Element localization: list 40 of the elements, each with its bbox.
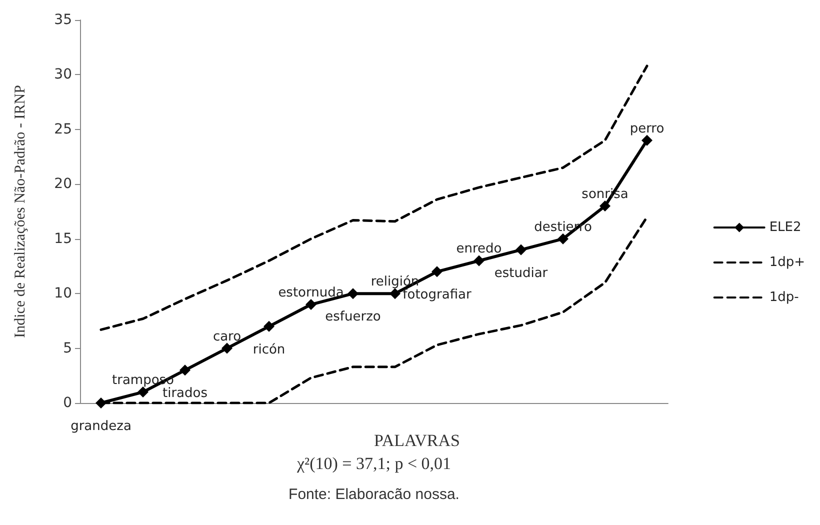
point bbox=[138, 386, 148, 398]
legend-label: 1dp+ bbox=[769, 255, 806, 270]
source-note: Fonte: Elaboracão nossa. bbox=[288, 486, 460, 503]
x-tick-label: fotografiar bbox=[402, 288, 472, 303]
point bbox=[348, 288, 358, 300]
point bbox=[474, 255, 484, 266]
y-tick-label: 30 bbox=[54, 66, 72, 83]
y-axis-title: Indice de Realizações Não-Padrão - IRNP bbox=[12, 85, 28, 338]
x-tick-label: esfuerzo bbox=[325, 310, 381, 325]
point bbox=[96, 398, 106, 408]
text: χ²(10) = 37,1; p < 0,01 bbox=[296, 454, 452, 473]
point bbox=[264, 320, 274, 332]
point bbox=[558, 233, 568, 244]
x-tick-label: estornuda bbox=[278, 286, 344, 301]
y-tick-label: 10 bbox=[54, 286, 72, 302]
x-tick-label: enredo bbox=[456, 242, 502, 257]
x-tick-label: estudiar bbox=[494, 266, 548, 281]
point bbox=[306, 299, 316, 310]
y-tick-label: 0 bbox=[63, 395, 72, 411]
legend-label: 1dp- bbox=[769, 290, 800, 305]
x-axis-title: PALAVRAS bbox=[374, 431, 460, 450]
x-tick-label: perro bbox=[630, 121, 664, 136]
legend-label: ELE2 bbox=[769, 220, 802, 235]
y-tick-label: 15 bbox=[54, 230, 72, 247]
y-tick-label: 35 bbox=[54, 12, 72, 28]
x-tick-label: religión bbox=[370, 274, 420, 290]
y-tick-label: 25 bbox=[54, 121, 72, 138]
point bbox=[600, 200, 610, 212]
x-tick-label: tirados bbox=[162, 386, 208, 402]
point bbox=[180, 364, 190, 376]
y-tick-label: 5 bbox=[63, 340, 72, 356]
point bbox=[516, 244, 526, 256]
x-tick-label: ricón bbox=[252, 342, 286, 358]
x-tick-label: grandeza bbox=[70, 419, 132, 434]
x-tick-label: caro bbox=[212, 329, 242, 344]
point bbox=[222, 342, 232, 354]
point bbox=[432, 266, 442, 278]
point bbox=[390, 288, 400, 300]
point bbox=[642, 134, 652, 146]
y-tick-label: 20 bbox=[54, 176, 72, 192]
